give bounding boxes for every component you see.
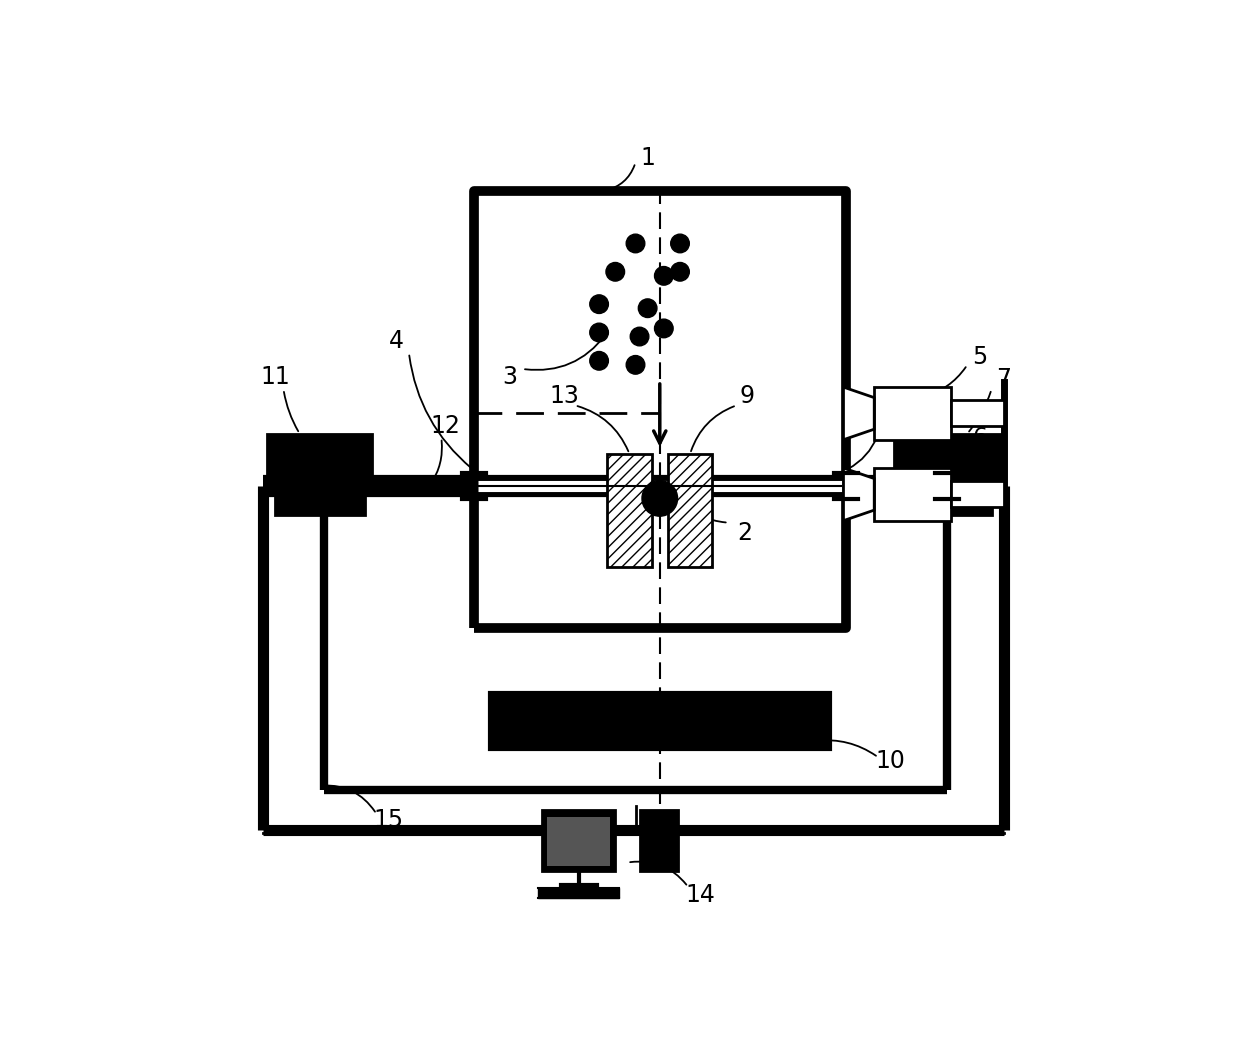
Text: 9: 9	[740, 384, 755, 408]
Bar	[951, 481, 1003, 508]
Bar	[275, 494, 365, 515]
Text: 6: 6	[972, 426, 987, 450]
Bar	[268, 434, 372, 494]
Bar	[640, 810, 678, 870]
Text: 10: 10	[875, 749, 905, 774]
Polygon shape	[843, 468, 874, 520]
Circle shape	[642, 480, 677, 516]
Polygon shape	[538, 888, 619, 899]
Text: 2: 2	[738, 521, 753, 545]
Bar	[490, 693, 830, 749]
Bar	[874, 468, 951, 520]
Bar	[894, 434, 999, 494]
Bar	[547, 818, 610, 866]
Circle shape	[655, 267, 673, 285]
Circle shape	[655, 320, 673, 337]
Circle shape	[626, 234, 645, 253]
Circle shape	[590, 351, 609, 370]
Bar	[608, 454, 652, 568]
Text: 4: 4	[389, 329, 404, 352]
Text: 14: 14	[686, 883, 715, 907]
Circle shape	[639, 298, 657, 317]
Text: 15: 15	[373, 808, 404, 832]
Text: 11: 11	[260, 365, 290, 389]
Text: 8: 8	[870, 410, 885, 433]
Circle shape	[606, 263, 625, 281]
Circle shape	[671, 234, 689, 253]
Circle shape	[671, 263, 689, 281]
Bar	[542, 810, 615, 870]
Text: 5: 5	[972, 345, 987, 369]
Bar	[951, 400, 1003, 427]
Text: 3: 3	[502, 365, 517, 389]
Circle shape	[626, 355, 645, 374]
Text: 1: 1	[640, 146, 655, 170]
Text: 12: 12	[430, 413, 460, 437]
Polygon shape	[843, 387, 874, 439]
Circle shape	[590, 295, 609, 313]
Circle shape	[590, 323, 609, 342]
Text: 7: 7	[996, 368, 1011, 391]
Text: 13: 13	[549, 384, 579, 408]
Circle shape	[630, 327, 649, 346]
Bar	[903, 494, 992, 515]
Bar	[874, 387, 951, 439]
Bar	[668, 454, 713, 568]
